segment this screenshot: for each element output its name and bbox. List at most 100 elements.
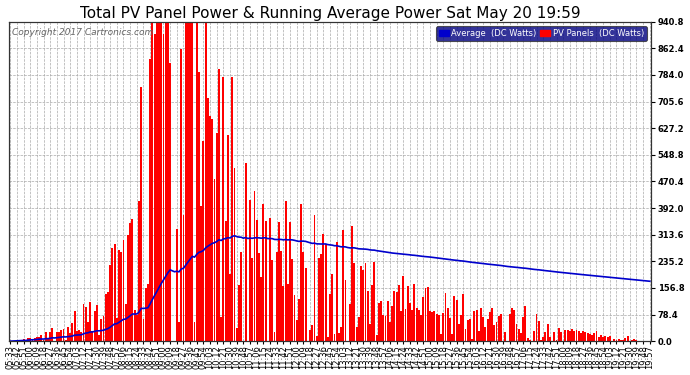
Bar xyxy=(167,20,169,341)
Bar xyxy=(358,317,359,341)
Bar xyxy=(575,330,578,341)
Bar xyxy=(433,311,435,341)
Bar xyxy=(489,312,491,341)
Bar xyxy=(169,63,171,341)
Bar xyxy=(271,260,273,341)
Bar xyxy=(566,330,569,341)
Bar xyxy=(533,331,535,341)
Bar xyxy=(327,337,328,341)
Bar xyxy=(282,286,284,341)
Bar xyxy=(424,288,426,341)
Text: Copyright 2017 Cartronics.com: Copyright 2017 Cartronics.com xyxy=(12,28,154,37)
Bar xyxy=(613,339,615,341)
Bar xyxy=(553,332,555,341)
Bar xyxy=(202,141,204,341)
Bar xyxy=(380,301,382,341)
Bar xyxy=(316,336,317,341)
Bar xyxy=(240,252,242,341)
Bar xyxy=(211,118,213,341)
Bar xyxy=(438,315,440,341)
Bar xyxy=(185,20,186,341)
Bar xyxy=(76,330,78,341)
Bar xyxy=(112,248,113,341)
Bar xyxy=(216,132,218,341)
Bar xyxy=(373,261,375,341)
Bar xyxy=(344,280,346,341)
Bar xyxy=(466,320,469,341)
Bar xyxy=(218,69,220,341)
Bar xyxy=(480,308,482,341)
Bar xyxy=(331,274,333,341)
Bar xyxy=(353,263,355,341)
Bar xyxy=(158,20,160,341)
Bar xyxy=(375,335,377,341)
Bar xyxy=(143,319,144,341)
Bar xyxy=(85,307,87,341)
Bar xyxy=(269,218,271,341)
Bar xyxy=(98,335,100,341)
Bar xyxy=(413,284,415,341)
Bar xyxy=(225,221,226,341)
Bar xyxy=(293,295,295,341)
Bar xyxy=(504,332,506,341)
Bar xyxy=(280,251,282,341)
Bar xyxy=(156,20,158,341)
Bar xyxy=(180,49,182,341)
Bar xyxy=(633,339,635,341)
Bar xyxy=(205,20,206,341)
Bar xyxy=(285,201,286,341)
Bar xyxy=(238,285,240,341)
Bar xyxy=(595,332,598,341)
Bar xyxy=(296,320,297,341)
Bar xyxy=(511,308,513,341)
Bar xyxy=(229,274,231,341)
Bar xyxy=(89,302,91,341)
Bar xyxy=(367,291,368,341)
Bar xyxy=(209,116,211,341)
Bar xyxy=(584,332,586,341)
Bar xyxy=(187,20,189,341)
Bar xyxy=(105,294,107,341)
Bar xyxy=(189,20,191,341)
Bar xyxy=(431,312,433,341)
Bar xyxy=(43,340,44,341)
Bar xyxy=(622,340,624,341)
Bar xyxy=(134,310,135,341)
Bar xyxy=(58,332,60,341)
Bar xyxy=(484,327,486,341)
Bar xyxy=(96,305,98,341)
Bar xyxy=(92,332,93,341)
Bar xyxy=(287,284,288,341)
Bar xyxy=(360,266,362,341)
Bar xyxy=(125,304,127,341)
Bar xyxy=(469,319,471,341)
Bar xyxy=(602,337,604,341)
Bar xyxy=(409,303,411,341)
Bar xyxy=(404,309,406,341)
Bar xyxy=(440,334,442,341)
Legend: Average  (DC Watts), PV Panels  (DC Watts): Average (DC Watts), PV Panels (DC Watts) xyxy=(436,26,647,41)
Bar xyxy=(194,322,195,341)
Bar xyxy=(260,277,262,341)
Bar xyxy=(342,230,344,341)
Bar xyxy=(455,300,457,341)
Bar xyxy=(176,229,178,341)
Bar xyxy=(109,266,111,341)
Bar xyxy=(564,330,566,341)
Bar xyxy=(624,338,627,341)
Bar xyxy=(442,313,444,341)
Bar xyxy=(518,328,520,341)
Bar xyxy=(369,324,371,341)
Bar xyxy=(526,338,529,341)
Bar xyxy=(231,77,233,341)
Bar xyxy=(329,294,331,341)
Bar xyxy=(515,324,518,341)
Bar xyxy=(462,294,464,341)
Bar xyxy=(78,330,80,341)
Bar xyxy=(395,292,397,341)
Bar xyxy=(145,288,147,341)
Bar xyxy=(387,301,388,341)
Bar xyxy=(65,340,67,341)
Bar xyxy=(27,338,29,341)
Bar xyxy=(214,180,215,341)
